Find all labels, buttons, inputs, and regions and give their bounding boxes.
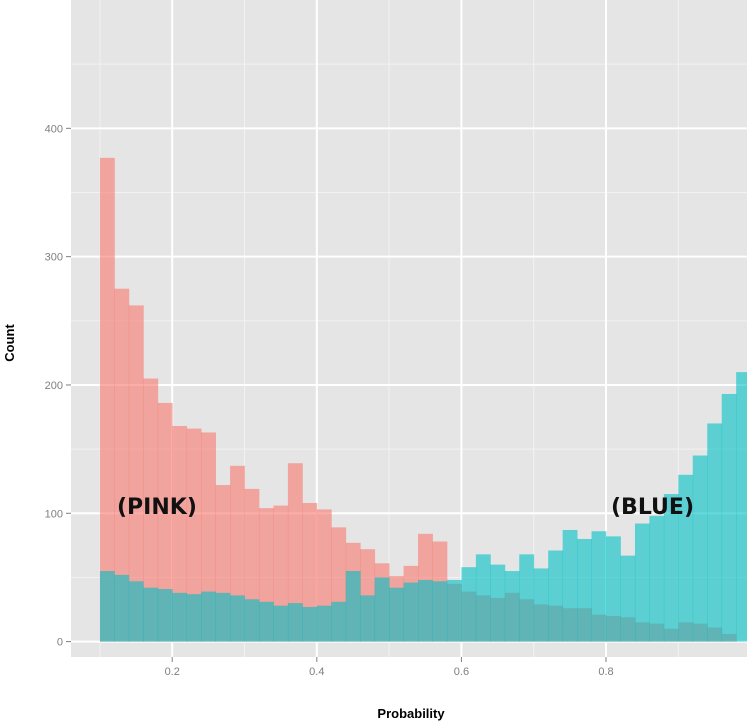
blue-bar [244, 599, 260, 642]
blue-bar [215, 592, 231, 642]
blue-bar [157, 588, 173, 642]
blue-bar [389, 587, 404, 642]
annotation-blue: (BLUE) [611, 495, 694, 520]
blue-bar [345, 571, 361, 642]
axis-ticks: 0 100 200 300 400 0.2 0.4 0.6 0.8 [45, 123, 614, 678]
pink-bar [128, 305, 144, 642]
y-tick-label: 400 [45, 123, 63, 135]
blue-bar [533, 568, 549, 642]
blue-bar [736, 372, 747, 642]
blue-bar [360, 595, 376, 642]
blue-bar [273, 605, 289, 642]
blue-bar [548, 550, 564, 642]
blue-bar [201, 591, 216, 642]
blue-bar [172, 592, 188, 642]
blue-bar [143, 587, 159, 642]
blue-bar [432, 581, 448, 642]
y-tick-label: 0 [57, 637, 63, 649]
blue-bar [721, 393, 737, 642]
blue-bar [331, 601, 347, 642]
blue-bar [620, 555, 636, 642]
blue-bar [128, 581, 144, 642]
blue-bar [519, 554, 535, 642]
y-tick-label: 300 [45, 252, 63, 264]
y-axis-title: Count [2, 324, 17, 362]
blue-bar [374, 577, 390, 642]
blue-bar [649, 515, 665, 642]
blue-bar [403, 582, 419, 642]
blue-bar [591, 531, 607, 642]
x-axis-title: Probability [377, 706, 445, 721]
blue-bar [692, 455, 708, 642]
blue-bar [504, 571, 520, 642]
pink-bar [114, 288, 130, 642]
pink-bar [287, 463, 303, 642]
annotation-pink: (PINK) [117, 495, 197, 520]
blue-bar [230, 595, 245, 642]
blue-bar [562, 529, 578, 642]
blue-bar [461, 567, 477, 642]
x-tick-label: 0.6 [454, 666, 469, 678]
x-tick-label: 0.4 [309, 666, 324, 678]
blue-bar [99, 571, 115, 642]
blue-bar [490, 564, 506, 642]
pink-bar [99, 157, 115, 642]
pink-bar [157, 402, 173, 642]
pink-bar [172, 426, 188, 642]
blue-bar [707, 423, 723, 642]
blue-bar [258, 601, 274, 642]
blue-bar [287, 603, 303, 642]
y-tick-label: 200 [45, 380, 63, 392]
histogram-bars [99, 157, 747, 642]
pink-bar [143, 378, 159, 642]
blue-bar [634, 523, 650, 642]
blue-bar [577, 538, 592, 642]
y-tick-label: 100 [45, 508, 63, 520]
x-tick-label: 0.2 [165, 666, 180, 678]
blue-bar [606, 536, 621, 642]
blue-bar [114, 574, 130, 642]
blue-bar [316, 605, 332, 642]
blue-bar [678, 474, 694, 642]
blue-bar [302, 606, 318, 642]
blue-bar [663, 494, 679, 642]
blue-bar [475, 554, 491, 642]
x-tick-label: 0.8 [598, 666, 613, 678]
blue-bar [418, 580, 433, 642]
pink-bar [186, 428, 202, 642]
blue-bar [186, 594, 202, 642]
pink-bar [201, 432, 216, 642]
blue-bar [446, 580, 462, 642]
